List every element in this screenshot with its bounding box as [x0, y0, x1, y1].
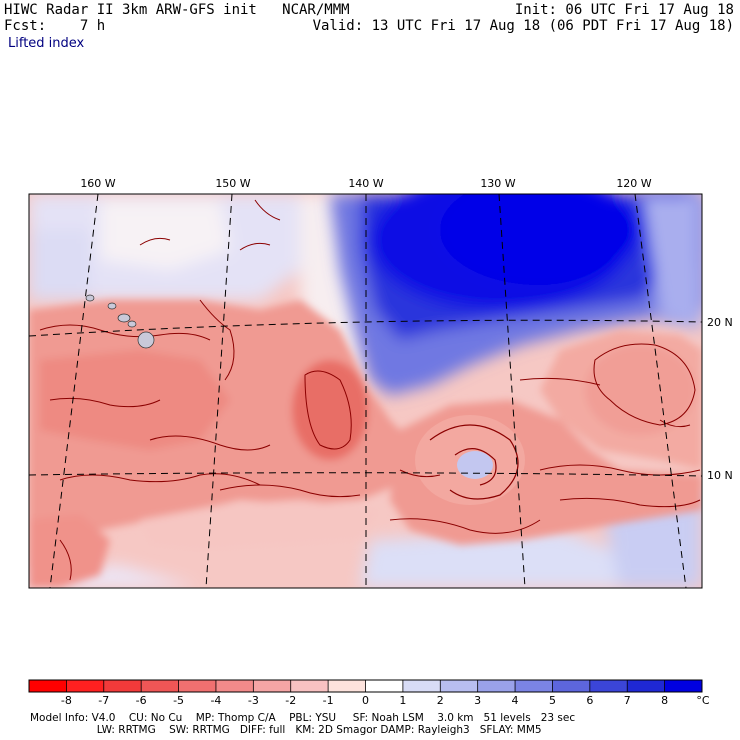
- map-panel: [29, 194, 702, 588]
- colorbar-unit: °C: [696, 694, 710, 707]
- colorbar-swatch: [552, 680, 591, 692]
- colorbar-tick-label: -7: [98, 694, 109, 707]
- contours: [39, 199, 701, 581]
- colorbar-tick-label: 4: [512, 694, 519, 707]
- colorbar-tick-label: 5: [549, 694, 556, 707]
- header-valid: Valid: 13 UTC Fri 17 Aug 18 (06 PDT Fri …: [312, 18, 734, 34]
- colorbar-swatch: [253, 680, 292, 692]
- colorbar-swatch: [627, 680, 666, 692]
- colorbar-tick-label: -8: [61, 694, 72, 707]
- colorbar-swatch: [402, 680, 441, 692]
- graticule: [29, 194, 702, 588]
- colorbar-tick-label: -6: [136, 694, 147, 707]
- lon-label: 140 W: [348, 177, 383, 190]
- hurricane-swirl: [415, 415, 525, 505]
- colorbar-tick-label: -3: [248, 694, 259, 707]
- longitude-labels: 160 W 150 W 140 W 130 W 120 W: [80, 177, 651, 190]
- colorbar-swatch: [66, 680, 105, 692]
- colorbar-swatch: [290, 680, 329, 692]
- latitude-labels: 20 N 10 N: [707, 316, 733, 482]
- lat-label: 20 N: [707, 316, 733, 329]
- field-name: Lifted index: [8, 36, 85, 51]
- footer-model-info-2: LW: RRTMG SW: RRTMG DIFF: full KM: 2D Sm…: [30, 724, 542, 736]
- colorbar: -8 -7 -6 -5 -4 -3 -2 -1 0 1 2 3 4 5 6 7 8 °C: [28, 679, 710, 707]
- colorbar-swatch: [103, 680, 142, 692]
- lon-label: 120 W: [616, 177, 651, 190]
- colorbar-swatch: [440, 680, 479, 692]
- colorbar-tick-label: -1: [323, 694, 334, 707]
- header-forecast: Fcst: 7 h: [4, 18, 106, 34]
- header-init: Init: 06 UTC Fri 17 Aug 18: [514, 2, 734, 18]
- footer-model-info: Model Info: V4.0 CU: No Cu MP: Thomp C/A…: [30, 712, 576, 724]
- colorbar-tick-label: 0: [362, 694, 369, 707]
- lon-label: 150 W: [215, 177, 250, 190]
- lat-label: 10 N: [707, 469, 733, 482]
- colorbar-tick-label: 1: [399, 694, 406, 707]
- colorbar-tick-label: 2: [437, 694, 444, 707]
- lon-label: 130 W: [480, 177, 515, 190]
- colorbar-tick-label: 3: [474, 694, 481, 707]
- colorbar-swatch: [178, 680, 217, 692]
- hawaii-islands: [85, 294, 155, 349]
- colorbar-swatch: [515, 680, 553, 692]
- colorbar-swatch: [328, 680, 366, 692]
- colorbar-tick-label: 8: [661, 694, 668, 707]
- map-frame: [28, 193, 703, 589]
- lon-label: 160 W: [80, 177, 115, 190]
- colorbar-tick-label: 6: [586, 694, 593, 707]
- colorbar-swatch: [477, 680, 516, 692]
- colorbar-swatch: [215, 680, 254, 692]
- colorbar-swatch: [29, 680, 67, 692]
- colorbar-swatch: [141, 680, 180, 692]
- colorbar-swatch: [589, 680, 628, 692]
- colorbar-tick-label: -4: [210, 694, 221, 707]
- colorbar-swatch: [664, 680, 703, 692]
- colorbar-swatch: [365, 680, 404, 692]
- header-title: HIWC Radar II 3km ARW-GFS init NCAR/MMM: [4, 2, 350, 18]
- colorbar-tick-label: -2: [285, 694, 296, 707]
- colorbar-tick-label: 7: [624, 694, 631, 707]
- colorbar-tick-label: -5: [173, 694, 184, 707]
